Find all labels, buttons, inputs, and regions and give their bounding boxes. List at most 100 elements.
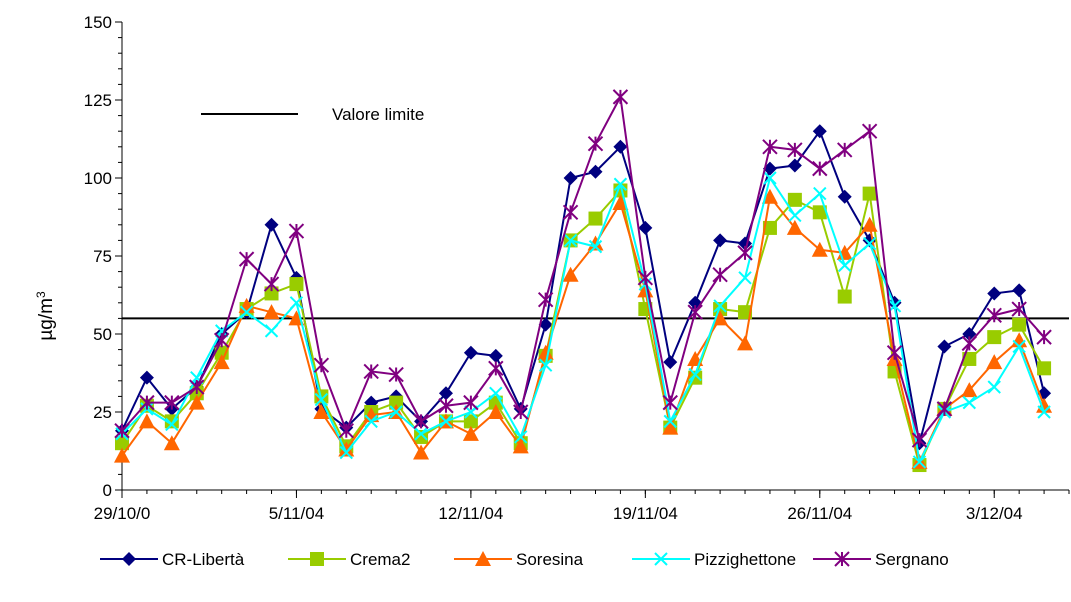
data-point	[163, 435, 180, 451]
x-tick-label: 19/11/04	[613, 504, 678, 523]
data-point	[788, 208, 802, 223]
x-axis: 29/10/0 5/11/04 12/11/04 19/11/04 26/11/04 3/…	[94, 489, 1070, 523]
data-point	[613, 139, 628, 154]
data-point	[588, 211, 603, 226]
data-point	[1037, 361, 1052, 376]
legend-marker	[654, 552, 668, 566]
legend-marker	[834, 551, 850, 567]
data-point	[786, 219, 803, 235]
data-point	[263, 304, 280, 320]
data-point	[189, 379, 205, 395]
data-point	[862, 186, 877, 201]
data-point	[837, 142, 853, 158]
data-point	[489, 386, 503, 400]
data-point	[438, 386, 453, 401]
data-point	[462, 425, 479, 441]
data-point	[1012, 283, 1027, 298]
data-point	[537, 291, 554, 308]
data-point	[787, 142, 803, 158]
data-point	[861, 123, 878, 139]
data-point	[987, 286, 1002, 301]
data-point	[862, 236, 877, 251]
legend-item: Sergnano	[813, 550, 949, 569]
data-point	[813, 186, 827, 201]
data-point	[562, 204, 579, 221]
data-point	[812, 205, 827, 220]
data-point	[687, 304, 703, 320]
data-point	[962, 395, 977, 410]
y-axis-label-text: µg/m	[36, 298, 57, 341]
data-point	[763, 171, 777, 185]
data-point	[414, 429, 429, 444]
data-point	[612, 194, 629, 210]
data-point	[413, 413, 429, 430]
data-point	[738, 305, 753, 320]
data-point	[488, 348, 503, 363]
data-point	[588, 239, 603, 254]
legend-item: Pizzighettone	[632, 550, 796, 569]
series-line	[121, 195, 1046, 463]
legend-label: Sergnano	[875, 550, 949, 569]
y-tick-label: 50	[93, 325, 112, 344]
data-point	[811, 241, 828, 257]
data-point	[264, 217, 279, 232]
data-point	[1012, 317, 1027, 332]
data-point	[663, 355, 678, 370]
data-point	[213, 332, 230, 348]
data-point	[713, 299, 727, 313]
data-point	[313, 357, 330, 373]
legend-item: CR-Libertà	[100, 550, 245, 569]
y-tick-label: 100	[84, 169, 112, 188]
x-tick-label: 5/11/04	[269, 504, 324, 523]
data-point	[264, 324, 279, 338]
data-point	[688, 367, 702, 382]
legend-label: Pizzighettone	[694, 550, 796, 569]
x-tick-label: 3/12/04	[966, 504, 1023, 523]
data-point	[339, 445, 353, 460]
data-point	[114, 447, 130, 463]
data-point	[264, 286, 279, 301]
data-point	[987, 330, 1002, 345]
data-point	[662, 419, 679, 435]
data-point	[837, 189, 852, 204]
series-line	[121, 177, 1046, 463]
x-tick-label: 12/11/04	[438, 504, 503, 523]
data-point	[413, 444, 430, 460]
data-point	[937, 339, 952, 354]
data-point	[787, 192, 802, 207]
data-point	[1011, 301, 1027, 317]
data-point	[263, 276, 280, 292]
data-point	[1036, 329, 1052, 345]
data-point	[936, 401, 953, 417]
data-point	[837, 289, 852, 304]
data-point	[562, 266, 579, 282]
data-point	[439, 414, 453, 429]
data-point	[987, 380, 1001, 394]
data-point	[712, 310, 729, 326]
data-point	[838, 258, 852, 273]
data-point	[762, 220, 777, 235]
data-point	[188, 394, 205, 410]
legend: CR-Libertà Crema2 Soresina Pizzighettone Ser…	[100, 550, 949, 569]
data-point	[139, 370, 154, 385]
data-point	[662, 394, 678, 411]
data-point	[488, 360, 504, 377]
data-point	[638, 220, 653, 235]
legend-marker	[122, 552, 136, 566]
y-axis-label-group: µg/m3	[34, 291, 57, 341]
data-point	[812, 160, 828, 177]
data-point	[289, 277, 304, 292]
data-point	[414, 427, 428, 441]
data-point	[512, 438, 529, 454]
data-point	[738, 271, 752, 285]
data-point	[588, 164, 603, 179]
data-point	[663, 414, 677, 429]
data-point	[886, 345, 903, 361]
data-point	[563, 171, 578, 185]
data-point	[314, 392, 329, 407]
data-point	[338, 441, 355, 457]
data-point	[737, 245, 753, 261]
data-point	[986, 307, 1002, 323]
data-point	[389, 395, 404, 410]
data-point	[962, 327, 977, 341]
